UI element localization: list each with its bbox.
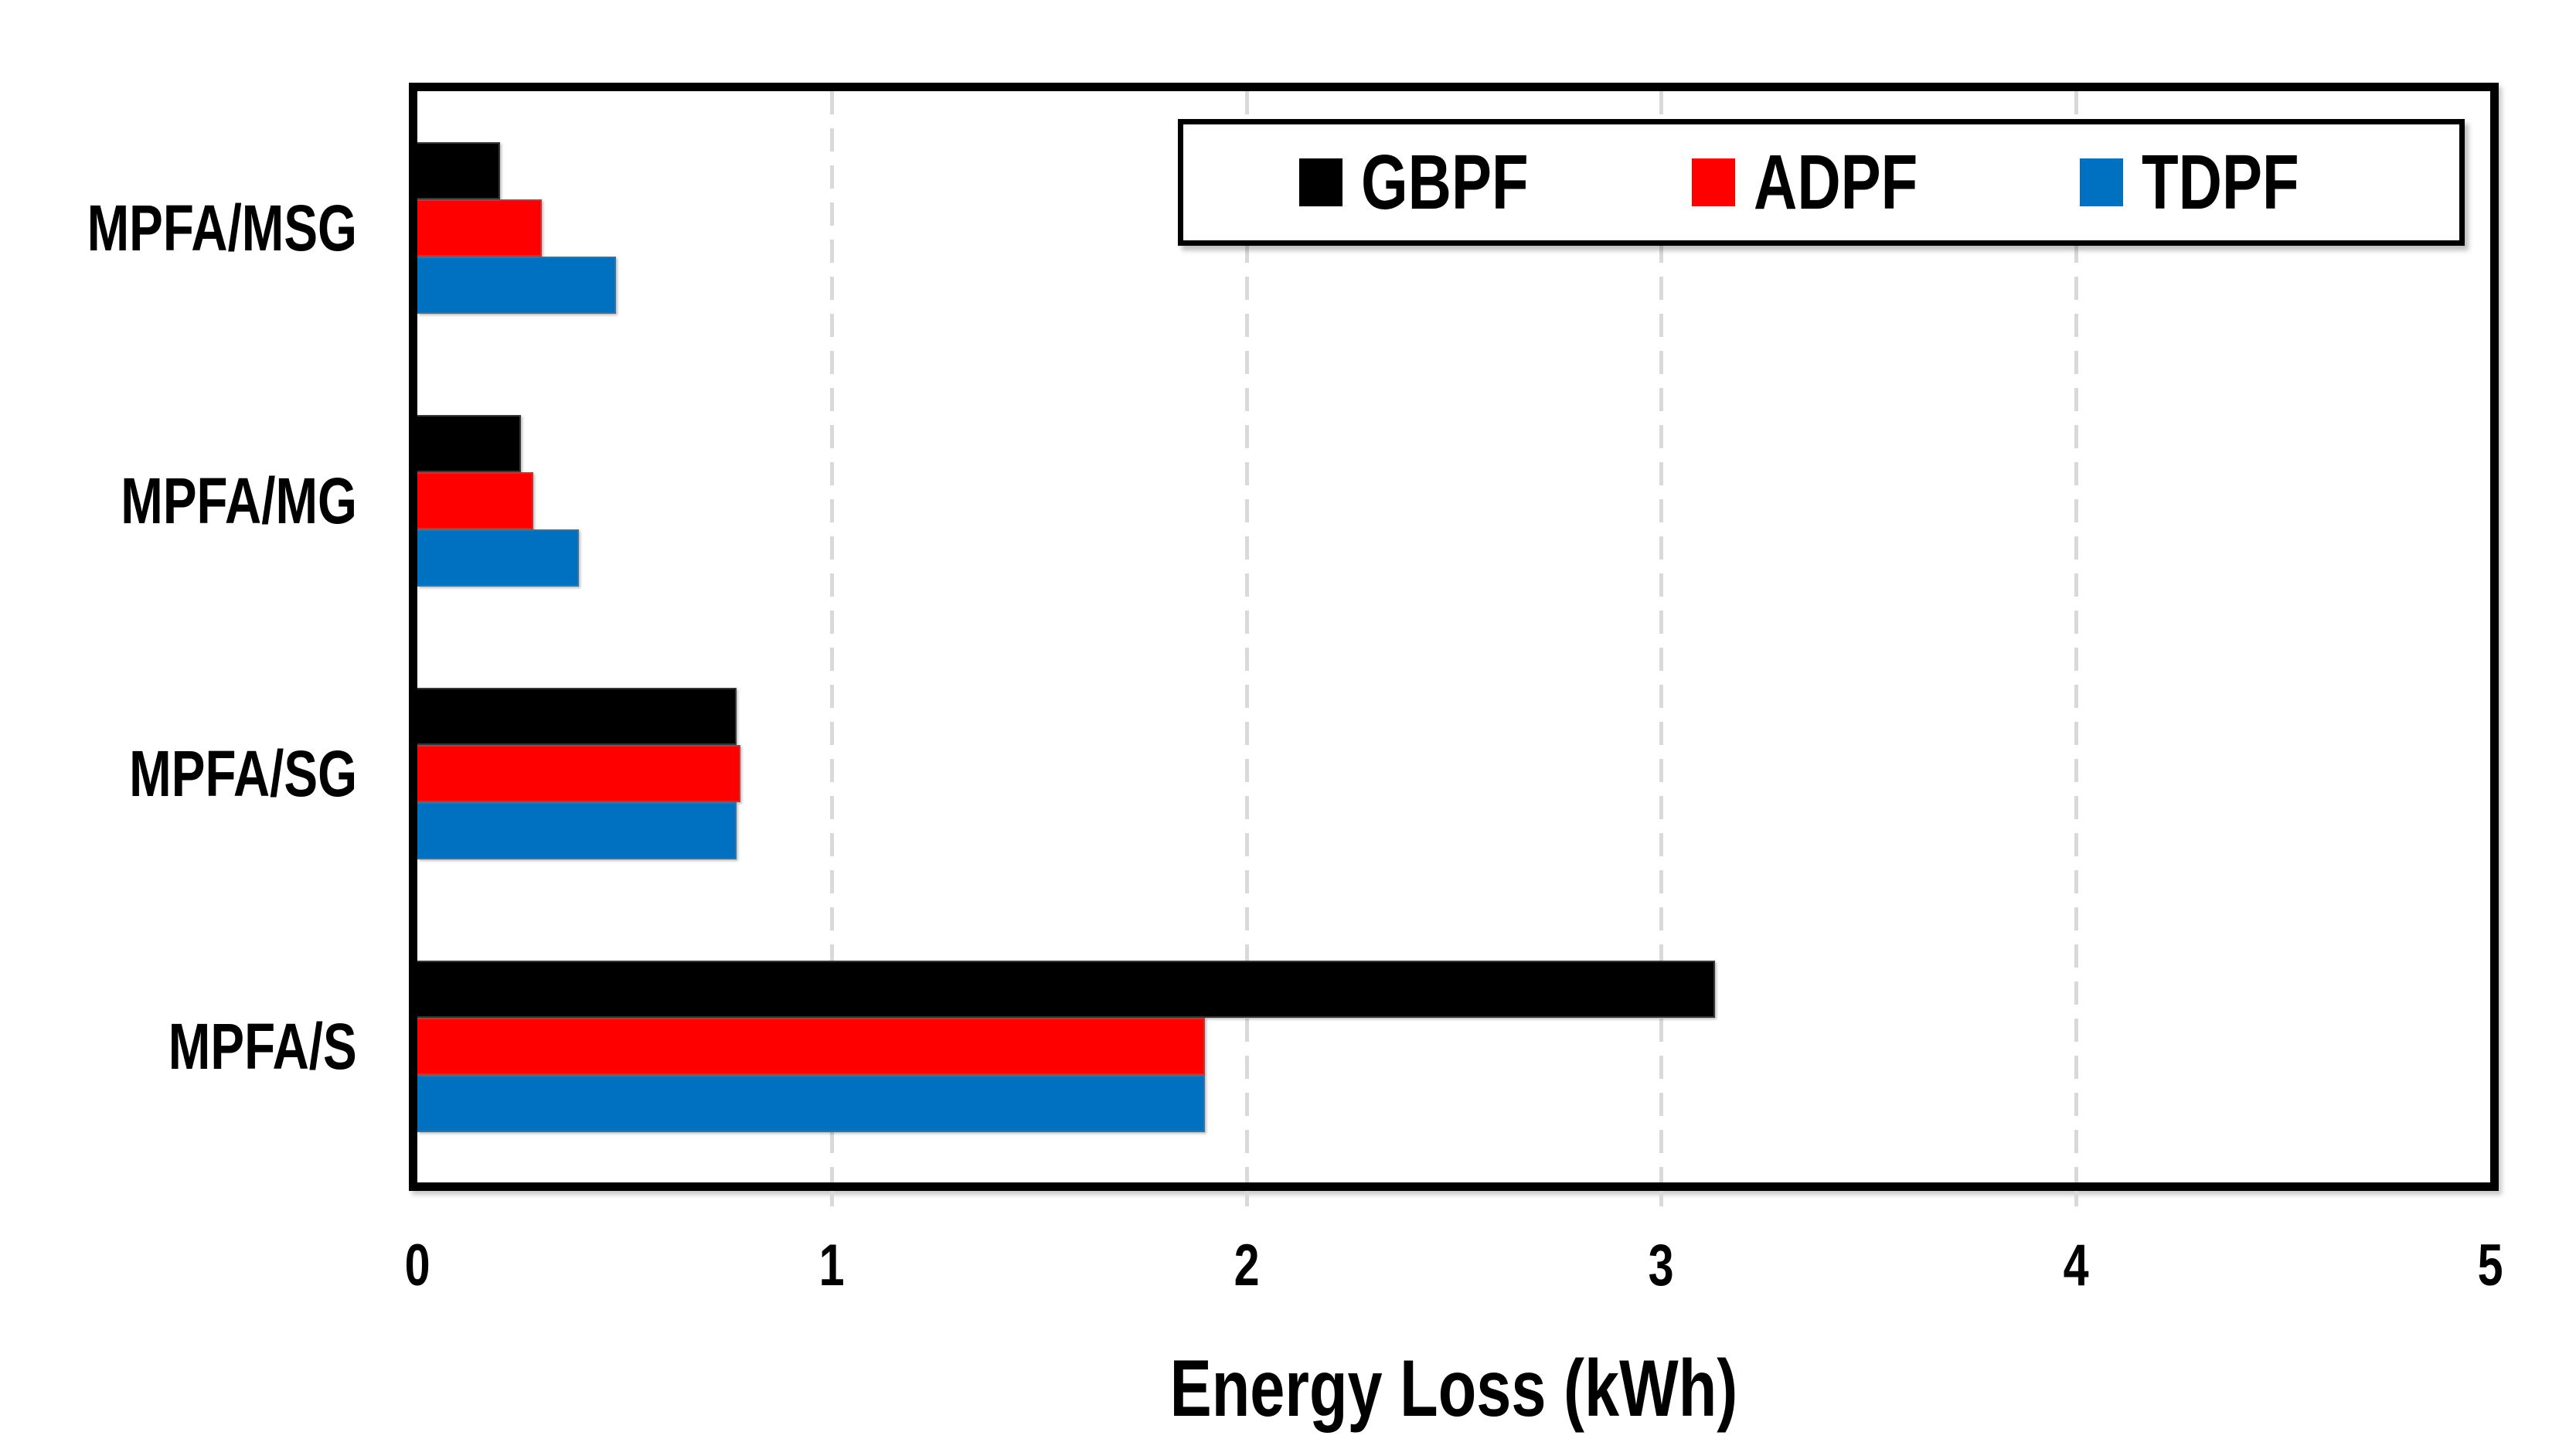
bar-gbpf-mpfa-mg bbox=[417, 415, 521, 472]
legend-swatch-tdpf-icon bbox=[2079, 158, 2123, 206]
x-tick-label-text: 0 bbox=[404, 1233, 430, 1298]
legend-entry-gbpf: GBPF bbox=[1298, 139, 1576, 226]
category-label-mpfa-s: MPFA/S bbox=[0, 1011, 357, 1082]
x-tick-label-1: 1 bbox=[754, 1235, 909, 1297]
bar-tdpf-mpfa-mg bbox=[417, 529, 579, 587]
bar-gbpf-mpfa-s bbox=[417, 961, 1715, 1018]
legend-swatch-gbpf-icon bbox=[1298, 158, 1342, 206]
bar-adpf-mpfa-s bbox=[417, 1018, 1205, 1075]
bar-adpf-mpfa-msg bbox=[417, 199, 542, 257]
legend: GBPF ADPF TDPF bbox=[1178, 119, 2465, 246]
gridline-x3 bbox=[1659, 91, 1663, 1182]
category-label-text: MPFA/S bbox=[168, 1010, 357, 1083]
x-tick-label-text: 4 bbox=[2063, 1233, 2089, 1298]
bar-gbpf-mpfa-sg bbox=[417, 688, 737, 745]
legend-swatch-adpf-icon bbox=[1691, 158, 1735, 206]
category-label-text: MPFA/SG bbox=[129, 737, 357, 810]
x-tick-label-text: 3 bbox=[1648, 1233, 1674, 1298]
x-tick-label-5: 5 bbox=[2413, 1235, 2567, 1297]
legend-label-gbpf: GBPF bbox=[1360, 139, 1529, 226]
bar-gbpf-mpfa-msg bbox=[417, 142, 500, 199]
gridline-x1 bbox=[830, 91, 834, 1182]
bar-adpf-mpfa-mg bbox=[417, 472, 533, 529]
bar-tdpf-mpfa-sg bbox=[417, 802, 737, 859]
bar-adpf-mpfa-sg bbox=[417, 745, 740, 802]
gridline-x4 bbox=[2074, 91, 2078, 1182]
bar-tdpf-mpfa-msg bbox=[417, 257, 616, 314]
category-label-text: MPFA/MSG bbox=[87, 192, 357, 264]
x-tick-label-3: 3 bbox=[1584, 1235, 1738, 1297]
legend-label-tdpf: TDPF bbox=[2141, 139, 2299, 226]
tick-mark-x2 bbox=[1245, 1191, 1249, 1206]
category-label-mpfa-sg: MPFA/SG bbox=[0, 738, 357, 809]
bar-tdpf-mpfa-s bbox=[417, 1075, 1205, 1132]
x-tick-label-text: 2 bbox=[1234, 1233, 1260, 1298]
plot-area bbox=[409, 83, 2499, 1191]
x-axis-title: Energy Loss (kWh) bbox=[409, 1346, 2499, 1431]
legend-entry-tdpf: TDPF bbox=[2079, 139, 2343, 226]
x-tick-label-2: 2 bbox=[1169, 1235, 1324, 1297]
tick-mark-x1 bbox=[830, 1191, 834, 1206]
x-axis-title-text: Energy Loss (kWh) bbox=[1169, 1344, 1738, 1434]
legend-entry-adpf: ADPF bbox=[1691, 139, 1964, 226]
category-label-mpfa-mg: MPFA/MG bbox=[0, 465, 357, 536]
x-tick-label-text: 1 bbox=[818, 1233, 845, 1298]
x-tick-label-text: 5 bbox=[2477, 1233, 2503, 1298]
tick-mark-x3 bbox=[1659, 1191, 1663, 1206]
x-tick-label-0: 0 bbox=[340, 1235, 495, 1297]
tick-mark-x4 bbox=[2074, 1191, 2078, 1206]
gridline-x2 bbox=[1245, 91, 1249, 1182]
category-label-text: MPFA/MG bbox=[121, 464, 357, 537]
category-label-mpfa-msg: MPFA/MSG bbox=[0, 192, 357, 264]
x-tick-label-4: 4 bbox=[1999, 1235, 2153, 1297]
legend-label-adpf: ADPF bbox=[1753, 139, 1918, 226]
